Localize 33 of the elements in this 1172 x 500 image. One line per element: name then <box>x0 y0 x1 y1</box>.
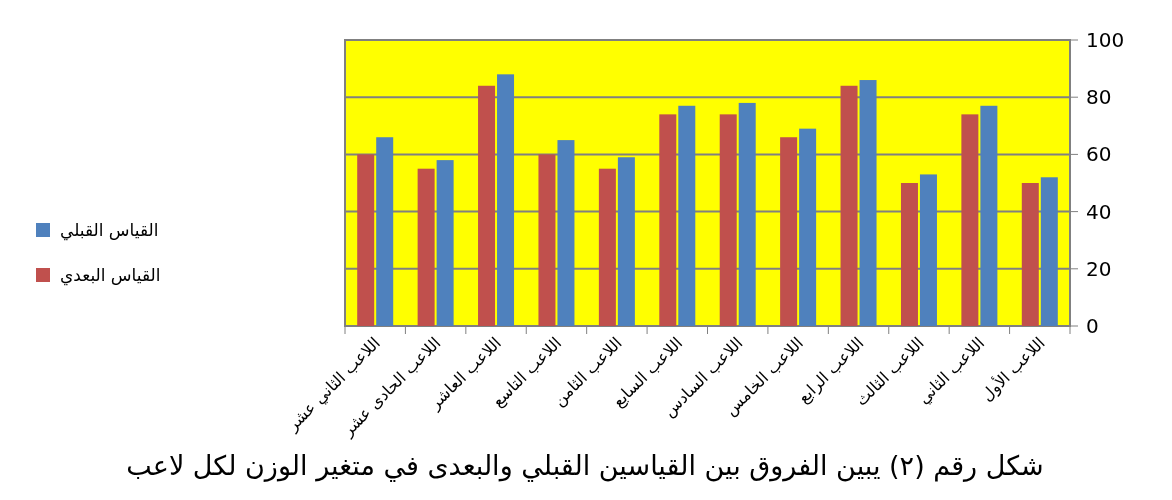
bar <box>617 157 635 326</box>
bar <box>738 102 756 326</box>
bar <box>980 105 998 326</box>
bar <box>659 114 677 326</box>
y-tick-label: 100 <box>1086 28 1125 52</box>
bar <box>678 105 696 326</box>
y-tick-label: 80 <box>1086 85 1112 110</box>
bar <box>780 137 798 326</box>
bar <box>376 137 394 326</box>
bar <box>538 154 556 326</box>
bar <box>900 183 918 326</box>
bar <box>719 114 737 326</box>
text: شكل رقم (٢) يبين الفروق بين القياسين القبلي والبعدى في متغير الوزن لكل لاعب <box>126 450 1044 482</box>
bar <box>799 128 817 326</box>
bar <box>557 140 575 326</box>
bar <box>598 168 616 326</box>
bar <box>859 80 877 326</box>
legend-label: القياس البعدي <box>60 265 161 286</box>
y-tick-label: 60 <box>1086 142 1112 167</box>
bar <box>961 114 979 326</box>
bar <box>478 85 496 326</box>
bar <box>1040 177 1058 326</box>
bar <box>919 174 937 326</box>
bar <box>840 85 858 326</box>
bar <box>1021 183 1039 326</box>
y-tick-label: 0 <box>1086 314 1099 338</box>
bar <box>357 154 375 326</box>
y-tick-label: 20 <box>1086 256 1112 281</box>
y-tick-label: 40 <box>1086 199 1112 224</box>
legend-label: القياس القبلي <box>60 220 159 241</box>
bar <box>497 74 515 326</box>
bar <box>436 160 454 326</box>
bar <box>417 168 435 326</box>
